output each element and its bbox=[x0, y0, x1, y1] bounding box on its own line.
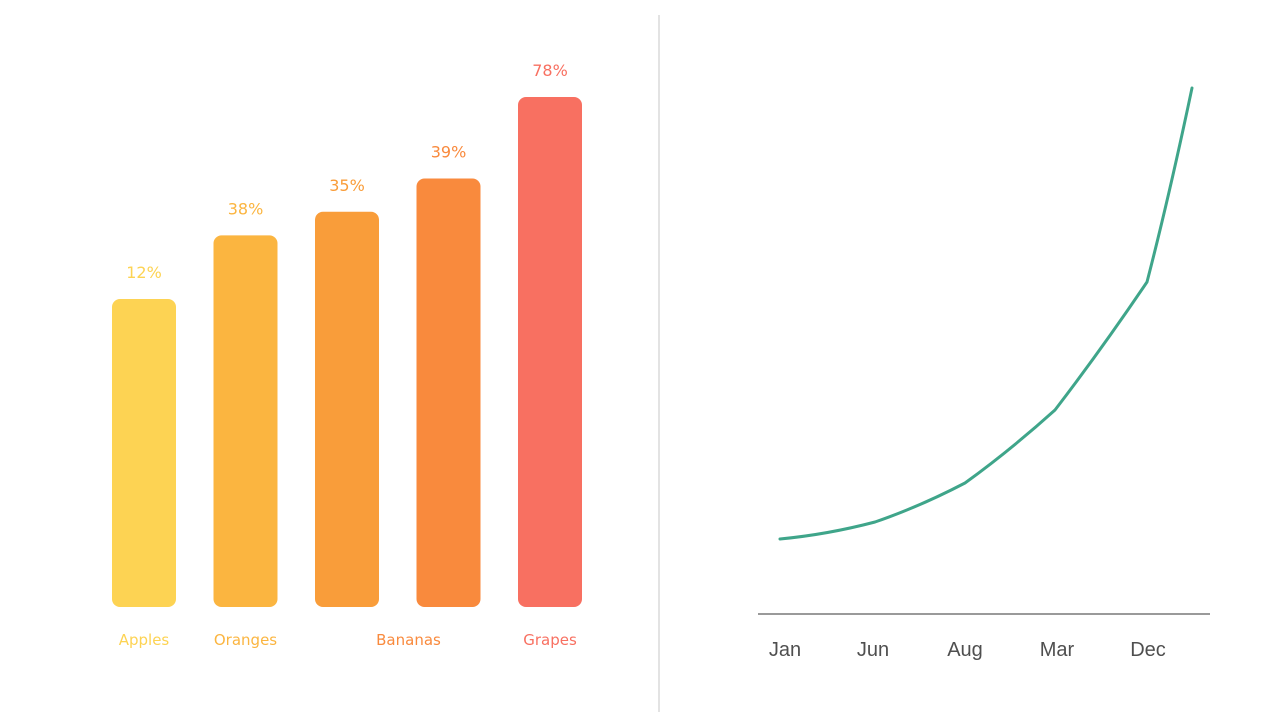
bar-value-label-4: 39% bbox=[431, 142, 467, 161]
bar-category-label-1: Apples bbox=[119, 631, 170, 649]
line-tick-label-4: Mar bbox=[1040, 639, 1075, 661]
bar-chart: 12% Apples 38% Oranges 35% 39% Bananas 78% Grape… bbox=[112, 61, 582, 649]
line-chart: Jan Jun Aug Mar Dec bbox=[758, 86, 1210, 661]
bar-category-label-4: Bananas bbox=[376, 631, 441, 649]
bar-value-label-2: 38% bbox=[228, 199, 264, 218]
line-tick-label-3: Aug bbox=[947, 639, 983, 661]
bar-5 bbox=[518, 97, 582, 607]
bar-1 bbox=[112, 299, 176, 607]
line-series bbox=[778, 86, 1194, 541]
bar-4 bbox=[416, 178, 481, 607]
bar-2 bbox=[213, 235, 278, 608]
line-tick-label-1: Jan bbox=[769, 639, 801, 661]
bar-value-label-1: 12% bbox=[126, 263, 162, 282]
bar-category-label-2: Oranges bbox=[214, 631, 277, 649]
line-tick-label-2: Jun bbox=[857, 639, 889, 661]
line-tick-label-5: Dec bbox=[1130, 639, 1166, 661]
bar-3 bbox=[315, 211, 379, 608]
bar-category-label-5: Grapes bbox=[523, 631, 577, 649]
bar-value-label-5: 78% bbox=[532, 61, 568, 80]
bar-value-label-3: 35% bbox=[329, 176, 365, 195]
